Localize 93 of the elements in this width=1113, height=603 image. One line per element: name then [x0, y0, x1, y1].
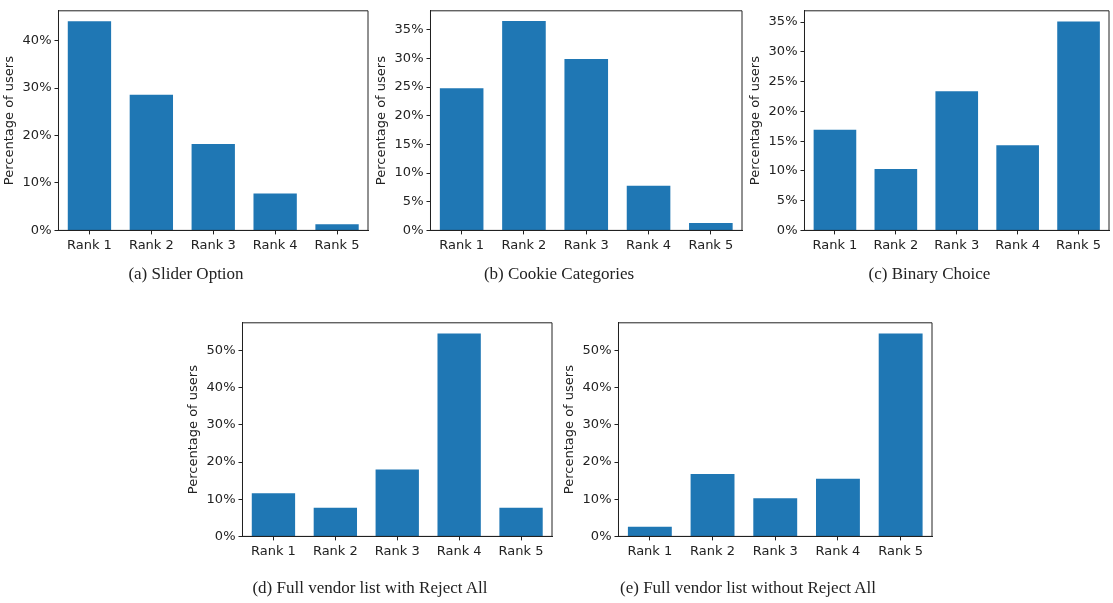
- y-tick-label: 10%: [394, 164, 424, 180]
- x-tick-label: Rank 5: [878, 542, 924, 558]
- bar: [813, 129, 857, 230]
- bar: [627, 526, 672, 536]
- x-tick-label: Rank 5: [1056, 236, 1101, 252]
- x-tick-label: Rank 2: [312, 542, 358, 558]
- bar: [439, 88, 484, 230]
- y-tick-label: 20%: [22, 126, 52, 142]
- y-tick-label: 20%: [582, 453, 612, 469]
- y-tick-label: 0%: [776, 221, 798, 237]
- bar: [67, 21, 112, 230]
- x-tick-label: Rank 1: [627, 542, 673, 558]
- y-tick-label: 50%: [582, 342, 612, 358]
- bar: [315, 224, 359, 230]
- y-tick-label: 5%: [402, 193, 424, 209]
- x-tick-label: Rank 1: [67, 236, 112, 252]
- bar: [313, 507, 358, 536]
- x-tick-label: Rank 5: [498, 542, 544, 558]
- bar: [499, 507, 543, 536]
- y-tick-label: 10%: [22, 174, 52, 190]
- x-tick-label: Rank 4: [815, 542, 861, 558]
- y-tick-label: 30%: [768, 43, 798, 59]
- y-axis-title: Percentage of users: [1, 55, 17, 186]
- y-tick-label: 20%: [768, 102, 798, 118]
- bar: [626, 185, 671, 230]
- bar: [878, 333, 923, 536]
- x-tick-label: Rank 2: [690, 542, 735, 558]
- x-tick-label: Rank 3: [752, 542, 798, 558]
- bar: [1057, 21, 1100, 230]
- x-tick-label: Rank 4: [626, 236, 671, 252]
- x-tick-label: Rank 2: [128, 236, 174, 252]
- bar: [874, 169, 918, 230]
- y-tick-label: 30%: [394, 49, 424, 65]
- y-tick-label: 30%: [582, 416, 612, 432]
- y-tick-label: 40%: [206, 379, 236, 395]
- x-tick-label: Rank 3: [934, 236, 980, 252]
- x-tick-label: Rank 2: [873, 236, 919, 252]
- x-tick-label: Rank 3: [374, 542, 420, 558]
- text: (b) Cookie Categories: [482, 264, 636, 284]
- text: (c) Binary Choice: [867, 264, 992, 284]
- y-tick-label: 25%: [768, 72, 798, 88]
- bar: [816, 478, 860, 536]
- y-axis-title: Percentage of users: [747, 55, 763, 186]
- bar: [996, 145, 1039, 230]
- x-tick-label: Rank 1: [439, 236, 485, 252]
- text: (d) Full vendor list with Reject All: [251, 578, 489, 598]
- bar: [251, 493, 296, 536]
- x-tick-label: Rank 4: [252, 236, 298, 252]
- bar: [253, 193, 297, 230]
- y-tick-label: 30%: [22, 79, 52, 95]
- bar: [129, 94, 174, 230]
- y-tick-label: 10%: [206, 490, 236, 506]
- bar: [502, 21, 546, 230]
- y-tick-label: 20%: [394, 107, 424, 123]
- x-tick-label: Rank 4: [436, 542, 482, 558]
- y-tick-label: 30%: [206, 416, 236, 432]
- text: (e) Full vendor list without Reject All: [619, 578, 877, 598]
- y-tick-label: 15%: [394, 135, 424, 151]
- y-tick-label: 10%: [768, 162, 798, 178]
- x-tick-label: Rank 3: [563, 236, 609, 252]
- bar: [437, 333, 481, 536]
- y-tick-label: 5%: [776, 192, 798, 208]
- y-tick-label: 35%: [394, 21, 424, 37]
- y-tick-label: 0%: [402, 221, 424, 237]
- bar: [690, 473, 735, 536]
- y-tick-label: 40%: [582, 379, 612, 395]
- y-tick-label: 20%: [206, 453, 236, 469]
- bar: [935, 91, 979, 230]
- y-tick-label: 40%: [22, 32, 52, 48]
- bar: [375, 469, 419, 536]
- bar: [564, 58, 609, 230]
- y-tick-label: 50%: [206, 342, 236, 358]
- y-tick-label: 35%: [768, 13, 798, 29]
- x-tick-label: Rank 5: [688, 236, 734, 252]
- x-tick-label: Rank 2: [501, 236, 547, 252]
- y-tick-label: 0%: [590, 527, 612, 543]
- x-tick-label: Rank 1: [812, 236, 858, 252]
- y-tick-label: 15%: [768, 132, 798, 148]
- y-axis-title: Percentage of users: [185, 364, 201, 495]
- x-tick-label: Rank 5: [314, 236, 360, 252]
- y-tick-label: 10%: [582, 490, 612, 506]
- bar: [191, 144, 235, 230]
- y-axis-title: Percentage of users: [373, 55, 389, 186]
- y-tick-label: 0%: [30, 221, 52, 237]
- text: (a) Slider Option: [127, 264, 245, 284]
- y-axis-title: Percentage of users: [561, 364, 577, 495]
- x-tick-label: Rank 1: [251, 542, 296, 558]
- y-tick-label: 0%: [214, 527, 236, 543]
- bar: [689, 222, 733, 230]
- x-tick-label: Rank 3: [190, 236, 236, 252]
- bar: [753, 498, 798, 536]
- y-tick-label: 25%: [394, 78, 424, 94]
- x-tick-label: Rank 4: [995, 236, 1041, 252]
